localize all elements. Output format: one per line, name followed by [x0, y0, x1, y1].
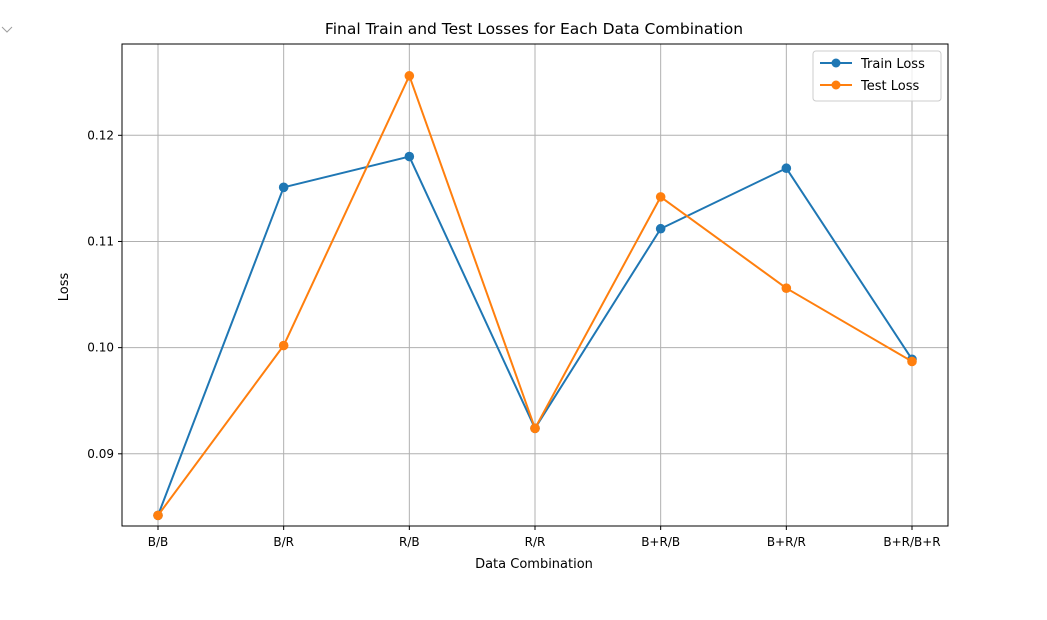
x-tick-label: R/B — [399, 535, 420, 549]
chevron-down-glyph — [1, 26, 13, 33]
test-loss-point — [530, 423, 540, 434]
y-tick-label: 0.09 — [87, 447, 114, 461]
series-layer — [153, 71, 917, 521]
test-loss-point — [781, 283, 792, 293]
x-tick-label: B/B — [148, 535, 169, 549]
tick-layer: B/B B/R R/B R/R B+R/B B+R/R B+R/B+R 0.09 0.10 0.1… — [87, 128, 940, 549]
x-tick-label: B+R/B — [641, 535, 680, 549]
y-axis-label: Loss — [57, 273, 72, 302]
x-tick-label: B+R/R — [767, 535, 806, 549]
legend: Train Loss Test Loss — [812, 50, 942, 102]
legend-train-label: Train Loss — [860, 57, 925, 72]
train-loss-point — [781, 163, 792, 174]
legend-test-label: Test Loss — [860, 79, 919, 94]
chart-title: Final Train and Test Losses for Each Dat… — [325, 20, 743, 38]
grid-layer — [122, 44, 948, 526]
x-tick-label: B/R — [273, 535, 294, 549]
test-loss-point — [404, 71, 415, 81]
test-loss-point — [655, 192, 666, 202]
x-tick-label: B+R/B+R — [883, 535, 940, 549]
train-loss-point — [655, 223, 666, 234]
legend-train-marker — [831, 58, 841, 68]
y-tick-label: 0.11 — [87, 234, 114, 248]
test-loss-point — [907, 356, 917, 367]
legend-test-marker — [831, 80, 841, 90]
y-tick-label: 0.12 — [87, 128, 114, 142]
test-loss-point — [153, 510, 163, 521]
train-loss-point — [278, 182, 289, 193]
y-tick-label: 0.10 — [87, 341, 114, 355]
chevron-down-icon[interactable] — [0, 22, 14, 36]
x-axis-label: Data Combination — [475, 557, 593, 572]
train-loss-point — [404, 151, 415, 162]
x-tick-label: R/R — [525, 535, 546, 549]
test-loss-point — [278, 340, 289, 351]
